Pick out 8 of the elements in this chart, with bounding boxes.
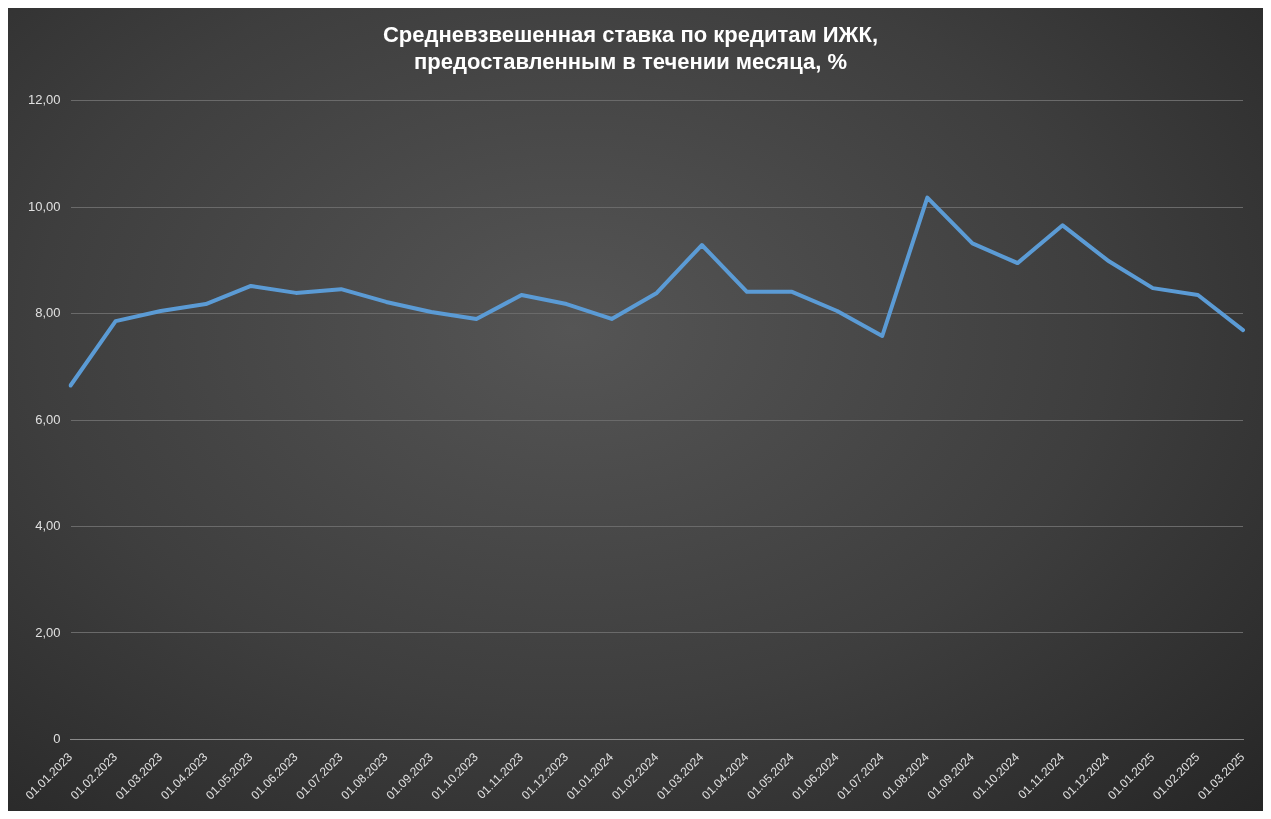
chart-title: Средневзвешенная ставка по кредитам ИЖК, предоставленным в течении месяца, % xyxy=(382,22,879,74)
y-tick-label: 8,00 xyxy=(35,305,61,321)
y-tick-label: 12,00 xyxy=(27,92,61,108)
y-tick-label: 0 xyxy=(53,730,61,746)
y-tick-label: 6,00 xyxy=(35,411,61,427)
y-tick-label: 2,00 xyxy=(35,624,61,640)
y-tick-label: 4,00 xyxy=(35,518,61,534)
y-tick-label: 10,00 xyxy=(27,198,61,214)
